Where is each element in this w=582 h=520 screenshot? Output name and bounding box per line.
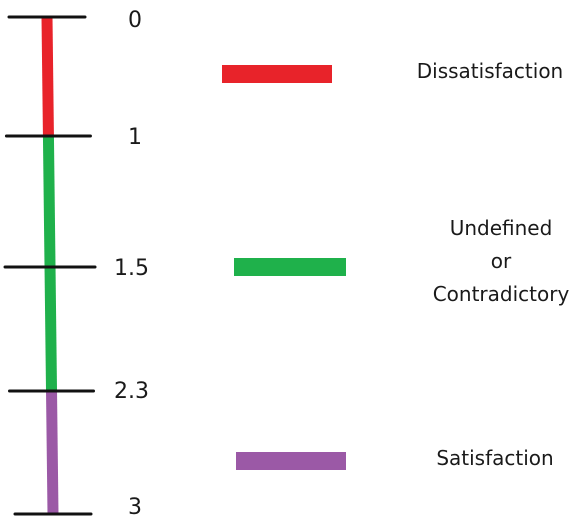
tick-label-1-5: 1.5 [114,256,149,281]
tick-label-2-3: 2.3 [114,379,149,404]
scale-segment-0 [41,16,54,137]
legend-label-satisfaction: Satisfaction [436,446,554,470]
legend-label-dissatisfaction: Dissatisfaction [416,59,564,83]
tick-label-0: 0 [128,8,142,33]
legend-swatch-satisfaction [236,452,346,470]
scale-segment-2 [46,390,59,515]
tick-label-3: 3 [128,495,142,520]
scale-segment-1 [42,135,58,392]
legend-swatch-dissatisfaction [222,65,332,83]
legend-label-undefined: Undefined or Contradictory [432,216,570,306]
tick-label-1: 1 [128,125,142,150]
legend-swatch-undefined [234,258,346,276]
